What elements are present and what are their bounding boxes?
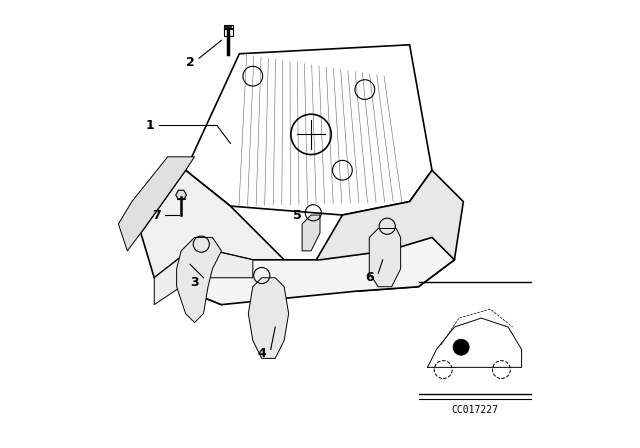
Text: 6: 6	[365, 271, 374, 284]
Polygon shape	[154, 246, 253, 305]
Polygon shape	[186, 45, 432, 215]
Text: 7: 7	[152, 208, 161, 222]
Polygon shape	[141, 170, 284, 305]
Text: 2: 2	[186, 56, 195, 69]
Text: 1: 1	[145, 119, 154, 132]
Text: 3: 3	[190, 276, 199, 289]
Polygon shape	[154, 237, 454, 305]
Polygon shape	[248, 278, 289, 358]
FancyBboxPatch shape	[224, 25, 233, 36]
Text: 5: 5	[293, 208, 302, 222]
Polygon shape	[118, 157, 195, 251]
Text: CC017227: CC017227	[451, 405, 498, 415]
Polygon shape	[302, 215, 320, 251]
Polygon shape	[177, 237, 221, 323]
Text: 4: 4	[257, 347, 266, 361]
Polygon shape	[369, 228, 401, 287]
Polygon shape	[311, 170, 463, 291]
Circle shape	[453, 339, 469, 355]
Polygon shape	[176, 190, 186, 199]
